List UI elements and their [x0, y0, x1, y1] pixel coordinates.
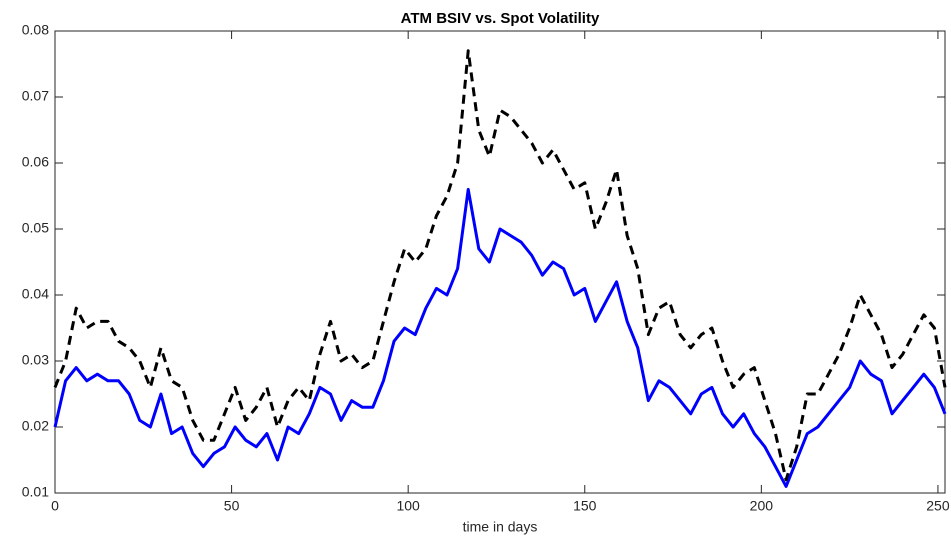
- y-tick-label: 0.04: [22, 286, 49, 302]
- y-tick-label: 0.07: [22, 88, 49, 104]
- series-line: [53, 187, 947, 488]
- plot-frame: [54, 30, 946, 494]
- x-tick-label: 100: [396, 498, 420, 514]
- x-axis-label: time in days: [463, 519, 538, 535]
- y-tick-label: 0.01: [22, 484, 49, 500]
- series-line: [53, 49, 947, 482]
- chart-title: ATM BSIV vs. Spot Volatility: [401, 10, 600, 27]
- x-tick-label: 200: [750, 498, 774, 514]
- x-tick-label: 0: [51, 498, 59, 514]
- y-tick-label: 0.03: [22, 352, 49, 368]
- x-tick-label: 150: [573, 498, 597, 514]
- x-tick-label: 250: [926, 498, 950, 514]
- y-tick-label: 0.02: [22, 418, 49, 434]
- y-tick-label: 0.05: [22, 220, 49, 236]
- y-tick-label: 0.06: [22, 154, 49, 170]
- x-tick-label: 50: [224, 498, 240, 514]
- y-tick-label: 0.08: [22, 22, 49, 38]
